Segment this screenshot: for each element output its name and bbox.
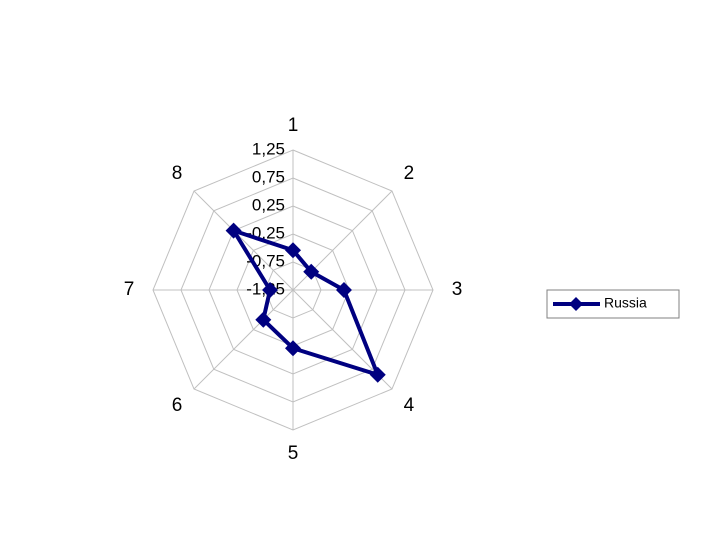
category-label: 5 (288, 443, 299, 464)
grid-ring (264, 261, 322, 319)
grid-ring (208, 205, 378, 375)
legend-marker (569, 297, 583, 311)
data-marker (285, 242, 301, 259)
y-tick-label: 0,25 (252, 195, 285, 214)
category-label: 4 (404, 395, 415, 416)
category-label: 7 (124, 279, 135, 300)
category-label: 2 (404, 163, 415, 184)
data-marker (285, 340, 301, 357)
category-label: 3 (452, 279, 463, 300)
y-tick-label: 1,25 (252, 139, 285, 158)
category-label: 8 (172, 163, 183, 184)
spoke (193, 190, 294, 291)
category-label: 6 (172, 395, 183, 416)
data-marker (303, 263, 320, 280)
spoke (193, 289, 294, 390)
grid-ring (180, 177, 406, 403)
category-label: 1 (288, 115, 299, 136)
legend-label: Russia (604, 295, 647, 311)
data-marker (369, 366, 386, 383)
data-marker (255, 311, 272, 328)
grid-ring (152, 149, 434, 431)
data-marker (335, 282, 352, 298)
data-marker (262, 282, 279, 298)
legend: Russia (546, 289, 680, 319)
data-marker (225, 222, 242, 239)
y-tick-label: 0,75 (252, 167, 285, 186)
